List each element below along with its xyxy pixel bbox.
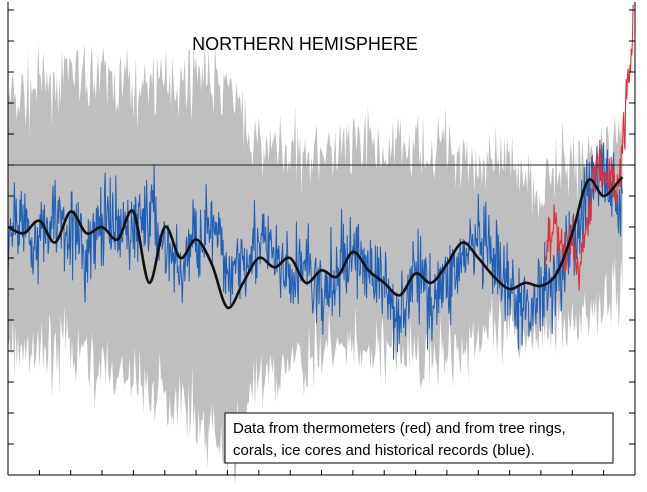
chart-title: NORTHERN HEMISPHERE (192, 34, 418, 54)
proxy-series-layer (7, 142, 623, 360)
legend-box: Data from thermometers (red) and from tr… (224, 412, 614, 464)
thermometer-series-line (544, 4, 635, 291)
legend-line-1: Data from thermometers (red) and from tr… (233, 420, 566, 437)
thermometer-series-layer (544, 4, 635, 291)
tick-marks (8, 9, 635, 476)
smoothed-series-layer (7, 176, 624, 310)
smoothed-series-line (7, 176, 624, 310)
legend-line-2: corals, ice cores and historical records… (233, 442, 535, 459)
proxy-series-line (7, 142, 623, 360)
